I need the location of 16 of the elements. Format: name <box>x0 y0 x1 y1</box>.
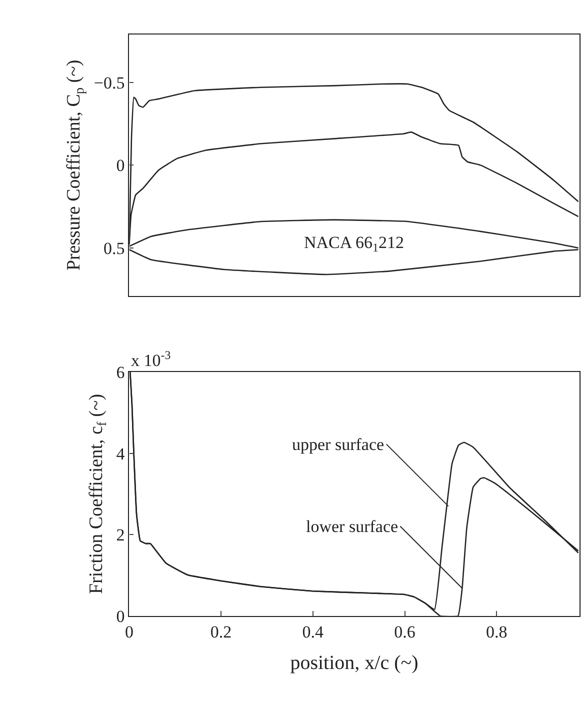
x-tick-label: 0.4 <box>302 622 324 642</box>
y-tick-label: −0.5 <box>94 73 125 92</box>
y-tick-label: 2 <box>116 526 125 545</box>
y-tick-label: 0 <box>116 156 125 176</box>
x-axis-title: position, x/c (~) <box>290 652 418 674</box>
y-tick-label: 0 <box>116 606 125 626</box>
x-tick-label: 0.2 <box>210 622 232 642</box>
y-tick-label: 0.5 <box>103 238 125 258</box>
annotation: upper surface <box>292 435 384 454</box>
y-tick-label: 6 <box>116 363 125 382</box>
annotation: lower surface <box>306 517 398 536</box>
x-tick-label: 0.6 <box>394 622 416 642</box>
annotation: NACA 66$_{1}$212 <box>304 233 404 255</box>
x-tick-label: 0.8 <box>486 622 508 642</box>
y-tick-label: 4 <box>116 444 126 464</box>
text: x 10$^{-3}$ <box>131 348 171 370</box>
